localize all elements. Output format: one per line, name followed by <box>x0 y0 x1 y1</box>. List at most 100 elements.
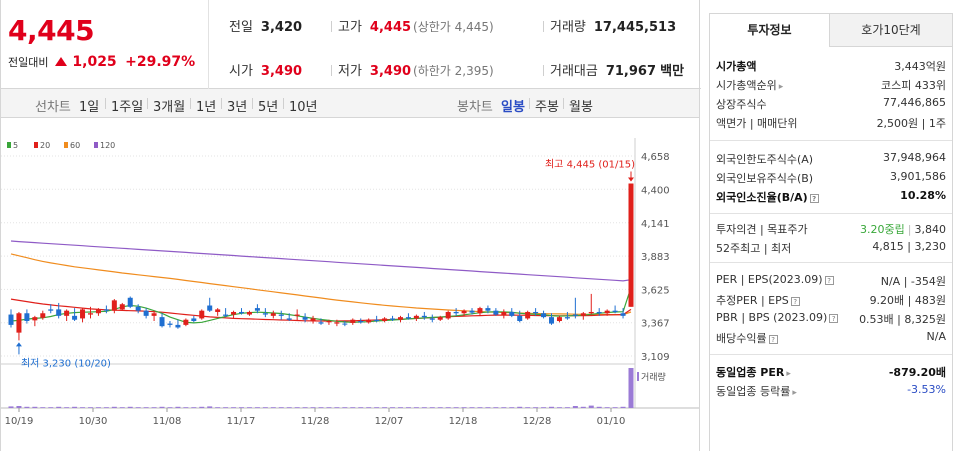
candle-body <box>254 308 260 311</box>
x-tick-label: 12/07 <box>375 416 404 427</box>
volume-bar <box>24 406 30 408</box>
volume-bar <box>485 407 491 408</box>
candle-body <box>48 309 54 311</box>
candle-body <box>159 317 165 327</box>
candle-body <box>469 310 475 313</box>
dividend-row: 배당수익률? N/A <box>716 330 946 345</box>
volume-bar <box>326 407 332 408</box>
candle-body <box>390 318 396 320</box>
x-tick-label: 11/28 <box>301 416 330 427</box>
x-tick-label: 11/17 <box>227 416 256 427</box>
chevron-right-icon: ▸ <box>786 369 791 379</box>
volume-bar <box>318 407 324 408</box>
volume-bar <box>469 407 475 408</box>
quote-summary: 4,445 전일대비 1,025 +29.97% 전일 3,420 시가 3,490… <box>1 0 701 89</box>
sector-per-row[interactable]: 동일업종 PER ▸ -879.20배 <box>716 366 946 379</box>
volume-bar <box>501 407 507 408</box>
legend-label: 5 <box>13 141 18 150</box>
period-1w[interactable]: 1주일 <box>111 100 144 115</box>
candle-body <box>175 324 181 328</box>
volume-bar <box>413 407 419 408</box>
sector-rate-row[interactable]: 동일업종 등락률 ▸ -3.53% <box>716 383 946 398</box>
volume-bar <box>278 407 284 408</box>
candle-body <box>620 313 626 316</box>
y-tick-label: 4,400 <box>641 185 670 196</box>
candle-daily[interactable]: 일봉 <box>501 100 525 115</box>
high-price: 고가 4,445 (상한가 4,445) <box>331 16 494 35</box>
candle-body <box>8 314 14 325</box>
help-icon[interactable]: ? <box>809 194 819 203</box>
period-1d[interactable]: 1일 <box>79 100 100 115</box>
tab-invest-info[interactable]: 투자정보 <box>710 14 830 47</box>
candle-body <box>24 313 30 322</box>
price-chart[interactable]: 5 20 60 120 3,109 3,367 3,625 3,883 4,141 4,400 4,… <box>1 118 699 451</box>
volume-bar <box>286 407 292 408</box>
legend-label: 60 <box>70 141 80 150</box>
volume-bar <box>421 407 427 408</box>
volume-bar <box>334 407 340 408</box>
candle-body <box>294 314 300 316</box>
volume-bar <box>254 407 260 408</box>
volume-bar <box>143 407 149 408</box>
period-10y[interactable]: 10년 <box>289 100 318 115</box>
info-tabs: 투자정보 호가10단계 <box>710 14 952 47</box>
candle-body <box>421 315 427 318</box>
candle-body <box>604 310 610 314</box>
help-icon[interactable]: ? <box>829 314 839 323</box>
candle-weekly[interactable]: 주봉 <box>535 100 559 115</box>
candle-body <box>596 311 602 314</box>
candle-body <box>549 317 555 324</box>
volume-bar <box>437 407 443 408</box>
help-icon[interactable]: ? <box>790 297 800 306</box>
candle-monthly[interactable]: 월봉 <box>569 100 593 115</box>
period-1y[interactable]: 1년 <box>196 100 217 115</box>
volume-bar <box>588 405 594 408</box>
x-tick-label: 01/10 <box>597 416 626 427</box>
volume-bar <box>397 407 403 408</box>
period-3y[interactable]: 3년 <box>227 100 248 115</box>
candle-body <box>525 311 531 319</box>
period-5y[interactable]: 5년 <box>258 100 279 115</box>
change-line: 전일대비 1,025 +29.97% <box>8 54 195 70</box>
change-label: 전일대비 <box>8 56 49 69</box>
help-icon[interactable]: ? <box>768 335 778 344</box>
candle-body <box>207 305 213 311</box>
help-icon[interactable]: ? <box>824 276 834 285</box>
candle-body <box>374 319 380 322</box>
volume-bar <box>56 406 62 408</box>
volume-bar <box>461 407 467 408</box>
candle-body <box>556 317 562 322</box>
market-cap-rank-row[interactable]: 시가총액순위 ▸ 코스피 433위 <box>716 79 946 92</box>
volume-bar <box>191 407 197 408</box>
candle-body <box>453 311 459 314</box>
candle-body <box>350 319 356 323</box>
candle-body <box>501 311 507 315</box>
turnover: 거래대금 71,967 백만 <box>543 60 684 79</box>
volume-bar <box>223 407 229 408</box>
candle-body <box>358 321 364 323</box>
volume-bar <box>175 406 181 408</box>
candle-body <box>191 318 197 322</box>
tab-orderbook-10[interactable]: 호가10단계 <box>830 14 952 47</box>
candle-body <box>397 317 403 320</box>
candle-body <box>318 322 324 324</box>
candle-body <box>286 318 292 320</box>
low-annotation: 최저 3,230 (10/20) <box>21 357 111 369</box>
volume-bar <box>310 407 316 408</box>
volume-bar <box>390 407 396 408</box>
legend-swatch <box>7 142 11 148</box>
candle-body <box>127 297 133 307</box>
low-arrow-icon <box>15 342 22 347</box>
volume-bar <box>382 407 388 408</box>
volume-bar <box>32 406 38 408</box>
volume-bar <box>183 407 189 408</box>
period-3m[interactable]: 3개월 <box>153 100 186 115</box>
volume-bar <box>167 407 173 408</box>
candle-body <box>533 311 539 314</box>
listed-shares-row: 상장주식수 77,446,865 <box>716 96 946 111</box>
low-price: 저가 3,490 (하한가 2,395) <box>331 60 494 79</box>
candle-body <box>572 314 578 316</box>
candle-body <box>72 315 78 320</box>
y-tick-label: 4,658 <box>641 152 670 163</box>
volume-legend-swatch <box>637 372 639 381</box>
